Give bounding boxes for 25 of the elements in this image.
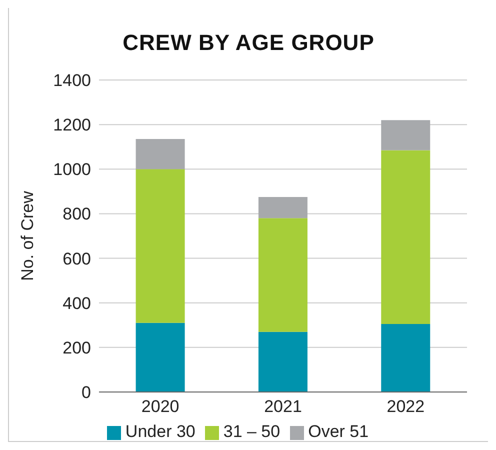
- y-tick-label: 1000: [53, 160, 91, 180]
- y-axis-title: No. of Crew: [18, 190, 38, 281]
- y-tick-label: 1200: [53, 116, 91, 135]
- bar: [136, 169, 185, 323]
- y-tick-label: 400: [62, 294, 91, 313]
- x-tick-label: 2020: [141, 397, 180, 416]
- bar: [258, 332, 308, 392]
- bar: [258, 218, 308, 332]
- y-tick-label: 800: [62, 204, 91, 224]
- x-tick-label: 2021: [264, 397, 302, 416]
- legend-label: 31 – 50: [223, 422, 280, 441]
- y-tick-label: 1400: [53, 71, 91, 90]
- bar: [258, 197, 308, 218]
- legend-label: Over 51: [308, 422, 369, 441]
- bar: [136, 322, 185, 392]
- bar: [381, 324, 430, 392]
- chart-title: CREW BY AGE GROUP: [122, 29, 376, 57]
- bar: [136, 139, 185, 170]
- y-tick-label: 200: [62, 338, 91, 358]
- bar: [381, 120, 430, 150]
- x-tick-label: 2022: [386, 397, 425, 416]
- bar: [381, 150, 430, 324]
- y-tick-label: 0: [82, 383, 91, 402]
- y-tick-label: 600: [62, 249, 91, 268]
- legend-label: Under 30: [125, 422, 196, 441]
